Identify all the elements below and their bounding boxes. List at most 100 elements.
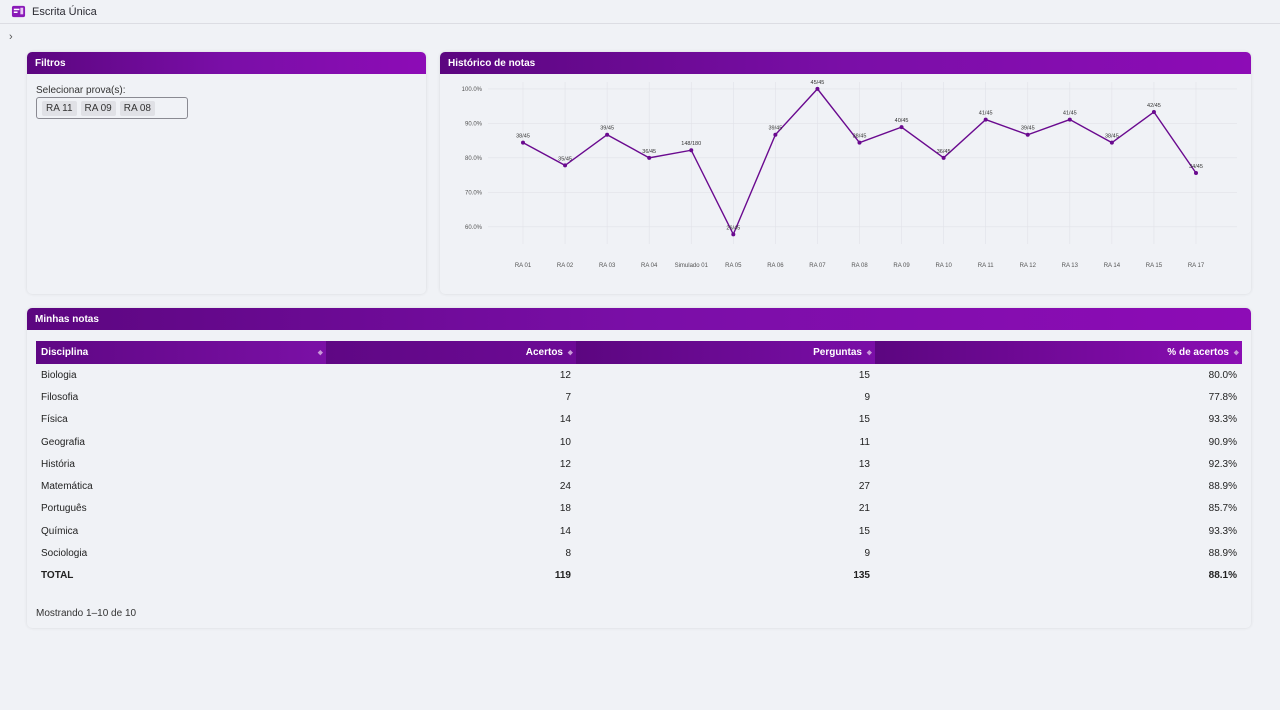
data-point[interactable]	[773, 132, 778, 137]
table-cell: 10	[559, 436, 571, 448]
table-row: Sociologia 8 9 88.9%	[36, 542, 1242, 564]
table-cell: 9	[864, 548, 870, 560]
data-point[interactable]	[521, 140, 525, 145]
table-cell: 12	[559, 458, 571, 470]
x-tick-label: RA 05	[725, 263, 742, 269]
filters-header: Filtros	[27, 52, 426, 74]
data-point[interactable]	[731, 232, 736, 237]
data-label: 42/45	[1147, 103, 1161, 109]
grades-header: Minhas notas	[27, 308, 1251, 330]
pagination-info: Mostrando 1–10 de 10	[36, 608, 137, 619]
sort-icon[interactable]: ◆	[317, 349, 323, 356]
column-header-acertos[interactable]: Acertos ◆	[326, 341, 576, 364]
x-tick-label: RA 01	[515, 263, 532, 269]
data-label: 26/45	[726, 225, 740, 231]
table-cell: 11	[859, 436, 870, 448]
table-cell: 77.8%	[1208, 391, 1237, 403]
x-tick-label: RA 13	[1062, 263, 1079, 269]
data-point[interactable]	[857, 140, 862, 145]
data-label: 40/45	[895, 118, 909, 124]
history-header: Histórico de notas	[440, 52, 1251, 74]
table-row: Biologia 12 15 80.0%	[36, 364, 1242, 386]
table-cell: História	[41, 458, 75, 470]
table-cell: 93.3%	[1208, 525, 1237, 537]
data-point[interactable]	[1151, 109, 1156, 114]
x-tick-label: RA 09	[893, 263, 910, 269]
filter-label: Selecionar prova(s):	[36, 85, 126, 96]
x-tick-label: RA 02	[557, 263, 574, 269]
x-tick-label: RA 08	[851, 263, 868, 269]
table-row: Matemática 24 27 88.9%	[36, 475, 1242, 497]
table-row: Física 14 15 93.3%	[36, 409, 1242, 431]
total-cell: TOTAL	[41, 570, 74, 582]
table-cell: Biologia	[41, 369, 77, 381]
table-row: Filosofia 7 9 77.8%	[36, 386, 1242, 408]
x-tick-label: RA 03	[599, 263, 616, 269]
data-point[interactable]	[983, 117, 988, 122]
table-cell: 88.9%	[1208, 548, 1237, 560]
table-row: História 12 13 92.3%	[36, 453, 1242, 475]
table-row: Geografia 10 11 90.9%	[36, 431, 1242, 453]
data-point[interactable]	[1025, 132, 1030, 137]
data-label: 148/180	[681, 141, 701, 147]
selected-tag[interactable]: RA 09	[80, 100, 116, 116]
grades-table: Disciplina ◆ Acertos ◆ Perguntas ◆ % de ace…	[36, 341, 1242, 587]
top-bar: Escrita Única	[0, 0, 1280, 24]
x-tick-label: RA 11	[978, 263, 995, 269]
sort-icon[interactable]: ◆	[567, 349, 573, 356]
data-point[interactable]	[647, 155, 652, 160]
data-point[interactable]	[689, 148, 694, 153]
x-tick-label: Simulado 01	[675, 263, 709, 269]
table-cell: 9	[864, 391, 870, 403]
table-cell: Matemática	[41, 481, 93, 493]
column-header-perguntas[interactable]: Perguntas ◆	[576, 341, 875, 364]
selected-tag[interactable]: RA 11	[42, 100, 77, 116]
table-cell: 27	[858, 481, 870, 493]
sort-icon[interactable]: ◆	[1233, 349, 1239, 356]
total-cell: 88.1%	[1208, 570, 1237, 582]
data-point[interactable]	[899, 125, 904, 130]
x-tick-label: RA 14	[1104, 263, 1121, 269]
sort-icon[interactable]: ◆	[866, 349, 872, 356]
data-label: 38/45	[853, 134, 867, 140]
data-point[interactable]	[1109, 140, 1114, 145]
data-point[interactable]	[941, 155, 946, 160]
filters-card: Filtros Selecionar prova(s): RA 11 RA 09…	[27, 52, 426, 294]
table-row: Português 18 21 85.7%	[36, 498, 1242, 520]
table-cell: 15	[858, 414, 870, 426]
table-cell: 93.3%	[1208, 414, 1237, 426]
data-label: 35/45	[558, 156, 572, 162]
total-cell: 135	[853, 570, 870, 582]
selected-tag[interactable]: RA 08	[119, 100, 155, 116]
data-label: 39/45	[768, 126, 782, 132]
table-cell: 14	[559, 414, 571, 426]
data-point[interactable]	[1067, 117, 1072, 122]
x-tick-label: RA 04	[641, 263, 658, 269]
data-point[interactable]	[605, 132, 610, 137]
table-cell: 15	[858, 525, 870, 537]
expand-sidebar-chevron-icon[interactable]: ›	[9, 31, 13, 43]
data-point[interactable]	[563, 163, 568, 168]
column-header-disciplina[interactable]: Disciplina ◆	[36, 341, 326, 364]
table-cell: 14	[559, 525, 571, 537]
total-cell: 119	[554, 570, 571, 582]
table-cell: 24	[559, 481, 571, 493]
x-tick-label: RA 15	[1146, 263, 1163, 269]
data-label: 39/45	[1021, 126, 1035, 132]
table-cell: 21	[858, 503, 870, 515]
table-cell: 92.3%	[1208, 458, 1237, 470]
table-cell: 12	[559, 369, 571, 381]
data-point[interactable]	[1194, 170, 1198, 175]
table-cell: Física	[41, 414, 68, 426]
data-point[interactable]	[815, 86, 820, 91]
x-tick-label: RA 12	[1020, 263, 1037, 269]
data-label: 38/45	[516, 134, 530, 140]
exam-multiselect[interactable]: RA 11 RA 09 RA 08	[36, 97, 188, 119]
table-cell: 80.0%	[1208, 369, 1237, 381]
data-label: 39/45	[600, 126, 614, 132]
column-header-percent[interactable]: % de acertos ◆	[875, 341, 1242, 364]
table-cell: 88.9%	[1208, 481, 1237, 493]
table-cell: Geografia	[41, 436, 85, 448]
app-title: Escrita Única	[32, 5, 97, 18]
table-cell: 90.9%	[1208, 436, 1237, 448]
